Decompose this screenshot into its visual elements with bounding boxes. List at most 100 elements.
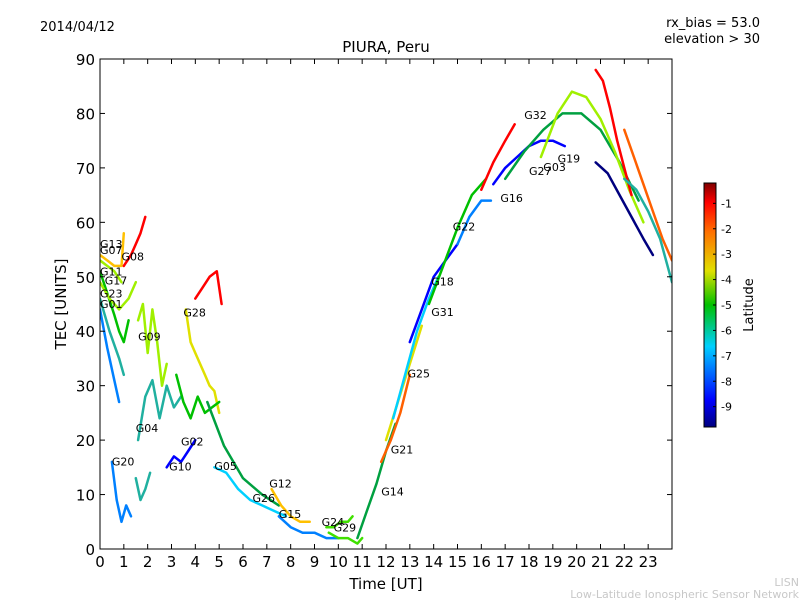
sat-label-g08: G08 bbox=[121, 250, 144, 263]
sat-label-g27: G27 bbox=[529, 165, 552, 178]
colorbar-tick-label: -7 bbox=[721, 350, 732, 363]
colorbar-tick-label: -1 bbox=[721, 197, 732, 210]
sat-label-g07: G07 bbox=[100, 244, 123, 257]
series-g08 bbox=[122, 215, 147, 268]
y-tick-label: 60 bbox=[76, 214, 95, 232]
colorbar-label: Latitude bbox=[742, 278, 757, 332]
series-g17 bbox=[100, 280, 138, 311]
series-g32 bbox=[480, 123, 516, 191]
series-g12 bbox=[270, 487, 311, 524]
x-tick-label: 9 bbox=[310, 553, 320, 571]
sat-label-g11: G11 bbox=[100, 266, 123, 279]
series-g20b bbox=[134, 471, 152, 502]
y-tick-label: 70 bbox=[76, 160, 95, 178]
series-g10 bbox=[165, 438, 197, 469]
y-tick-label: 0 bbox=[85, 541, 95, 559]
colorbar-tick-label: -3 bbox=[721, 248, 732, 261]
series-g05 bbox=[213, 466, 288, 518]
sat-label-g32: G32 bbox=[524, 109, 547, 122]
sat-label-g26: G26 bbox=[253, 492, 276, 505]
x-tick-label: 10 bbox=[329, 553, 348, 571]
chart-title: PIURA, Peru bbox=[342, 38, 429, 56]
sat-label-g23: G23 bbox=[100, 287, 123, 300]
x-tick-label: 3 bbox=[167, 553, 177, 571]
x-axis-label: Time [UT] bbox=[348, 575, 422, 593]
series-g24 bbox=[325, 515, 354, 529]
series-g28 bbox=[184, 308, 221, 415]
y-tick-label: 30 bbox=[76, 378, 95, 396]
y-tick-label: 50 bbox=[76, 269, 95, 287]
series-g30 bbox=[594, 161, 655, 257]
x-tick-label: 6 bbox=[238, 553, 248, 571]
sat-label-g15: G15 bbox=[279, 508, 302, 521]
sat-label-g25: G25 bbox=[407, 368, 430, 381]
sat-label-g10: G10 bbox=[169, 461, 192, 474]
x-tick-label: 7 bbox=[262, 553, 272, 571]
sat-label-g02: G02 bbox=[181, 436, 204, 449]
y-tick-label: 80 bbox=[76, 105, 95, 123]
series-g13 bbox=[100, 259, 123, 284]
x-tick-label: 18 bbox=[519, 553, 538, 571]
y-tick-label: 20 bbox=[76, 432, 95, 450]
sat-label-g28: G28 bbox=[183, 307, 206, 320]
sat-label-g20: G20 bbox=[112, 456, 135, 469]
series-g22 bbox=[427, 177, 488, 306]
x-tick-label: 11 bbox=[353, 553, 372, 571]
rx-bias-label: rx_bias = 53.0 bbox=[666, 16, 760, 31]
sat-label-g31: G31 bbox=[431, 306, 454, 319]
sat-label-g01: G01 bbox=[100, 298, 123, 311]
series-g18 bbox=[408, 242, 459, 344]
colorbar-tick-label: -8 bbox=[721, 375, 732, 388]
series-g31 bbox=[391, 275, 440, 420]
series-g07 bbox=[100, 231, 126, 268]
x-tick-label: 13 bbox=[400, 553, 419, 571]
sat-label-g16: G16 bbox=[500, 192, 523, 205]
series-g28b bbox=[194, 270, 223, 306]
series-g04 bbox=[136, 378, 183, 442]
series-g15 bbox=[277, 515, 340, 540]
sat-label-g22: G22 bbox=[453, 221, 476, 234]
sat-label-g12: G12 bbox=[269, 477, 292, 490]
x-tick-label: 15 bbox=[448, 553, 467, 571]
series-layer bbox=[100, 68, 672, 545]
sat-label-g17: G17 bbox=[105, 274, 128, 287]
x-tick-label: 19 bbox=[543, 553, 562, 571]
x-tick-label: 4 bbox=[191, 553, 201, 571]
series-g16 bbox=[456, 199, 493, 246]
colorbar-tick-label: -2 bbox=[721, 223, 732, 236]
x-tick-label: 22 bbox=[615, 553, 634, 571]
x-tick-label: 5 bbox=[214, 553, 224, 571]
series-g33 bbox=[623, 128, 672, 262]
sat-label-g24: G24 bbox=[322, 516, 345, 529]
sat-label-g18: G18 bbox=[431, 275, 454, 288]
series-g23 bbox=[100, 297, 126, 377]
series-g19 bbox=[539, 90, 645, 224]
x-axis-ticks: 0 1 2 3 4 5 6 7 8 9 10 11 12 13 14 15 16 17 18 19 20 21 22 23 bbox=[95, 59, 658, 571]
x-tick-label: 2 bbox=[143, 553, 153, 571]
series-g06 bbox=[594, 68, 633, 197]
series-g26 bbox=[206, 400, 281, 507]
x-tick-label: 21 bbox=[591, 553, 610, 571]
sat-label-g05: G05 bbox=[214, 460, 237, 473]
series-g34 bbox=[623, 177, 672, 284]
sat-label-g21: G21 bbox=[391, 444, 414, 457]
x-tick-label: 8 bbox=[286, 553, 296, 571]
footer-lisn: LISN bbox=[774, 576, 799, 589]
colorbar-tick-label: -9 bbox=[721, 401, 732, 414]
y-tick-label: 10 bbox=[76, 487, 95, 505]
x-tick-label: 1 bbox=[119, 553, 129, 571]
series-g29 bbox=[327, 531, 364, 545]
series-g21 bbox=[379, 373, 412, 464]
footer-network: Low-Latitude Ionospheric Sensor Network bbox=[570, 588, 799, 600]
sat-label-g19: G19 bbox=[558, 152, 581, 165]
x-tick-label: 12 bbox=[376, 553, 395, 571]
sat-label-g14: G14 bbox=[381, 486, 404, 499]
x-tick-label: 17 bbox=[496, 553, 515, 571]
y-tick-label: 90 bbox=[76, 51, 95, 69]
series-g02 bbox=[175, 373, 221, 420]
x-tick-label: 23 bbox=[639, 553, 658, 571]
y-axis-ticks: 0 10 20 30 40 50 60 70 80 90 bbox=[76, 51, 672, 559]
series-g09 bbox=[136, 302, 168, 387]
date-label: 2014/04/12 bbox=[40, 20, 115, 35]
